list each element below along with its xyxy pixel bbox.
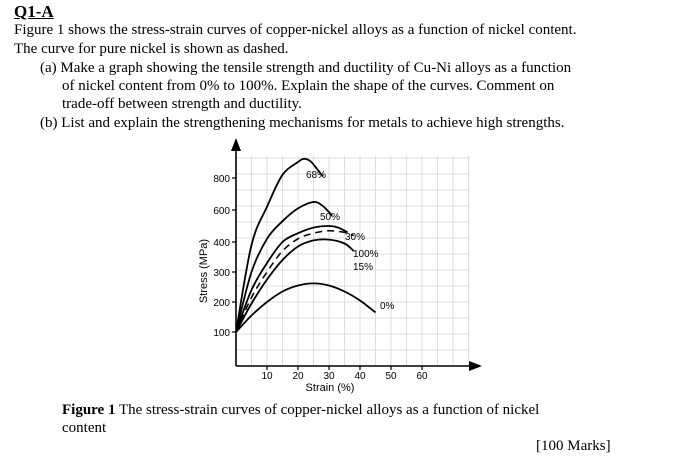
y-axis-arrow-icon <box>231 138 241 151</box>
curve-30pct <box>235 225 349 333</box>
series-label-100pct: 100% <box>353 249 379 260</box>
x-tick-label: 10 <box>261 371 273 382</box>
y-tick-label: 200 <box>213 298 230 309</box>
series-labels: 68% 50% 30% 100% 15% 0% <box>306 170 395 312</box>
series-label-0pct: 0% <box>380 301 395 312</box>
curve-0pct <box>235 282 377 333</box>
x-tick-label: 60 <box>416 371 428 382</box>
y-tick-label: 800 <box>213 174 230 185</box>
x-tick-label: 30 <box>323 371 335 382</box>
series-label-30pct: 30% <box>345 232 365 243</box>
y-tick-label: 300 <box>213 268 230 279</box>
figure-caption-label: Figure 1 <box>62 402 116 418</box>
curve-50pct <box>235 201 333 333</box>
x-axis-label: Strain (%) <box>306 382 355 394</box>
y-tick-label: 600 <box>213 206 230 217</box>
curve-100pct <box>235 230 355 333</box>
series-label-15pct: 15% <box>353 262 373 273</box>
question-title: Q1-A <box>14 2 54 21</box>
x-tick-labels: 10 20 30 40 50 60 <box>261 366 428 382</box>
x-tick-label: 40 <box>354 371 366 382</box>
y-tick-label: 400 <box>213 238 230 249</box>
chart-grid <box>236 156 470 366</box>
intro-line-1: Figure 1 shows the stress-strain curves … <box>14 22 577 38</box>
y-tick-label: 100 <box>213 328 230 339</box>
intro-line-2: The curve for pure nickel is shown as da… <box>14 41 289 57</box>
part-a-line-3: trade-off between strength and ductility… <box>62 96 302 112</box>
y-tick-labels: 100 200 300 400 600 800 <box>213 174 236 339</box>
series-label-50pct: 50% <box>320 212 340 223</box>
y-axis-label: Stress (MPa) <box>198 239 210 303</box>
part-a-line-2: of nickel content from 0% to 100%. Expla… <box>62 78 555 94</box>
series-label-68pct: 68% <box>306 170 326 181</box>
figure-caption-text: The stress-strain curves of copper-nicke… <box>115 402 540 418</box>
x-tick-label: 50 <box>385 371 397 382</box>
figure-caption-line-2: content <box>62 420 107 436</box>
figure-caption-line-1: Figure 1 The stress-strain curves of cop… <box>62 402 539 419</box>
part-b: (b) List and explain the strengthening m… <box>40 115 565 131</box>
curve-68pct <box>235 157 324 333</box>
marks-label: [100 Marks] <box>536 438 611 454</box>
x-axis-arrow-icon <box>469 361 482 371</box>
chart-curves <box>235 157 377 333</box>
x-tick-label: 20 <box>292 371 304 382</box>
stress-strain-chart: 100 200 300 400 600 800 10 20 30 40 50 60 68% 50% 30… <box>198 138 482 394</box>
part-a-line-1: (a) Make a graph showing the tensile str… <box>40 60 572 76</box>
curve-15pct <box>235 238 355 333</box>
